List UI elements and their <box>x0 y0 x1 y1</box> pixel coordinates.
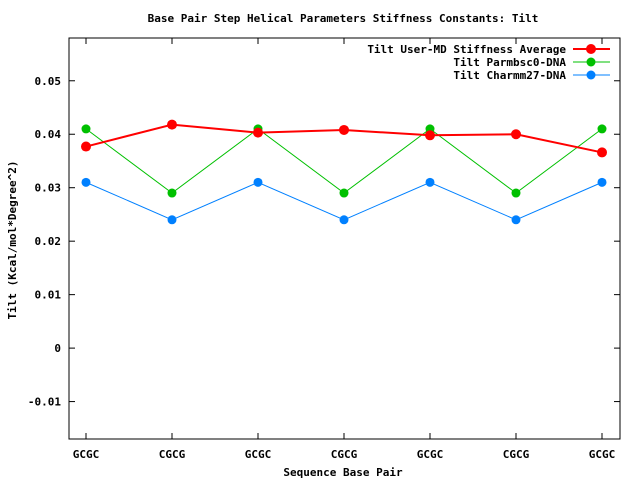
y-tick-label: 0.02 <box>35 235 62 248</box>
x-tick-label: CGCG <box>331 448 358 461</box>
legend-label: Tilt Parmbsc0-DNA <box>453 56 566 69</box>
data-point <box>253 127 263 138</box>
data-point <box>339 215 349 225</box>
legend-label: Tilt Charmm27-DNA <box>453 69 566 82</box>
data-point <box>597 147 607 158</box>
series-line <box>85 128 603 194</box>
y-tick-label: 0.03 <box>35 182 62 195</box>
data-point <box>167 188 177 198</box>
legend-marker <box>586 44 596 54</box>
series-layer <box>81 119 607 225</box>
chart-title: Base Pair Step Helical Parameters Stiffn… <box>148 12 539 25</box>
x-tick-label: CGCG <box>503 448 530 461</box>
data-point <box>597 177 607 187</box>
x-tick-label: GCGC <box>73 448 100 461</box>
data-point <box>81 141 91 152</box>
data-point <box>425 130 435 141</box>
data-point <box>167 119 177 130</box>
data-point <box>167 215 177 225</box>
data-point <box>597 124 607 134</box>
y-tick-label: -0.01 <box>28 396 61 409</box>
y-tick-label: 0.01 <box>35 289 62 302</box>
data-point <box>81 177 91 187</box>
y-tick-label: 0.04 <box>35 128 62 141</box>
x-axis: GCGC CGCG GCGC CGCG GCGC CGCG GCGC <box>73 38 616 461</box>
x-tick-label: CGCG <box>159 448 186 461</box>
y-axis: -0.01 0 0.01 0.02 0.03 0.04 0.05 <box>28 75 620 409</box>
data-point <box>339 124 349 135</box>
legend-label: Tilt User-MD Stiffness Average <box>367 43 566 56</box>
y-tick-label: 0 <box>54 342 61 355</box>
y-tick-label: 0.05 <box>35 75 62 88</box>
series-line <box>85 181 603 221</box>
legend-marker <box>586 70 596 80</box>
x-tick-label: GCGC <box>245 448 272 461</box>
x-axis-label: Sequence Base Pair <box>283 466 403 479</box>
data-point <box>425 177 435 187</box>
x-tick-label: GCGC <box>589 448 616 461</box>
data-point <box>511 129 521 140</box>
data-point <box>511 188 521 198</box>
data-point <box>339 188 349 198</box>
y-axis-label: Tilt (Kcal/mol*Degree^2) <box>6 161 19 320</box>
x-tick-label: GCGC <box>417 448 444 461</box>
data-point <box>511 215 521 225</box>
plot-area-frame <box>68 37 621 440</box>
data-point <box>253 177 263 187</box>
legend-marker <box>586 57 596 67</box>
data-point <box>81 124 91 134</box>
